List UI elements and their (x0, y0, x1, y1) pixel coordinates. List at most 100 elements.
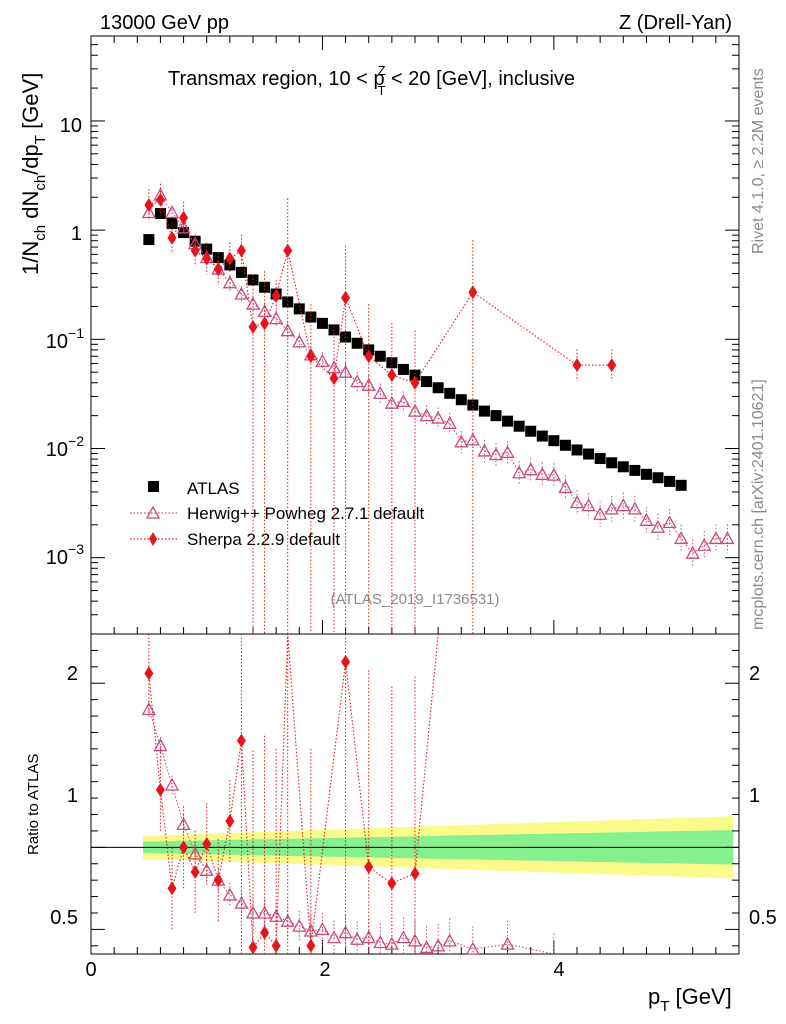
herwig-point (477, 443, 492, 457)
sherpa-ratio-point (260, 925, 270, 940)
atlas-point (374, 350, 386, 362)
atlas-point (143, 234, 155, 246)
sherpa-ratio-point (341, 654, 351, 669)
sherpa-ratio-point (248, 940, 258, 955)
x-tick-2: 2 (319, 959, 330, 981)
herwig-ratio-point (164, 777, 180, 791)
herwig-point (616, 498, 631, 512)
sherpa-ratio-line (148, 633, 439, 949)
herwig-ratio-point (326, 930, 342, 944)
sherpa-point (144, 197, 154, 212)
herwig-point (720, 531, 735, 545)
atlas-point (432, 382, 444, 394)
atlas-point (259, 281, 271, 293)
herwig-ratio-point (431, 938, 446, 952)
herwig-point (465, 432, 480, 446)
atlas-point (502, 415, 514, 427)
herwig-point (292, 334, 307, 348)
herwig-point (639, 512, 654, 526)
ratio-tick-05-left: 0.5 (50, 907, 78, 929)
sherpa-ratio-point (387, 876, 397, 891)
herwig-point (338, 364, 353, 378)
y-tick-0.1-exp: −1 (68, 325, 84, 341)
sherpa-point (607, 358, 617, 373)
atlas-point (316, 317, 328, 329)
herwig-ratio-point (222, 887, 237, 901)
atlas-point (305, 311, 317, 323)
herwig-ratio-point (188, 846, 203, 860)
y-tick-10: 10 (60, 115, 82, 137)
herwig-ratio-point (303, 923, 318, 937)
herwig-point (581, 498, 596, 512)
sherpa-ratio-point (167, 881, 177, 896)
herwig-point (685, 545, 700, 559)
herwig-ratio-point (199, 862, 214, 876)
y-axis-label-ratio: Ratio to ATLAS (25, 754, 42, 855)
plot-title-sup: Z (378, 63, 386, 78)
x-axis-label-sub: T (660, 998, 669, 1015)
atlas-point (154, 208, 166, 220)
ratio-tick-2-right: 2 (749, 663, 760, 685)
x-tick-labels: 0 2 4 (85, 959, 564, 981)
legend-marker-atlas (148, 481, 159, 492)
ratio-plot-frame (90, 633, 740, 955)
sherpa-ratio-point (190, 864, 200, 879)
sherpa-point (387, 368, 397, 383)
herwig-ratio-point (350, 931, 365, 945)
sherpa-point (341, 290, 351, 305)
atlas-point (536, 430, 548, 442)
sherpa-point (190, 243, 200, 258)
atlas-point (617, 461, 629, 473)
herwig-point (234, 286, 249, 300)
herwig-point (315, 353, 330, 367)
atlas-point (490, 410, 502, 422)
herwig-ratio-point (361, 930, 376, 944)
sherpa-ratio-point (225, 814, 235, 829)
herwig-point (164, 205, 180, 219)
sherpa-point (283, 243, 293, 258)
sherpa-point (306, 349, 316, 364)
atlas-point (444, 387, 456, 399)
plot-title: Transmax region, 10 < pZ T < 20 [GeV], in… (168, 63, 575, 98)
herwig-point (350, 374, 365, 388)
plot-title-post: < 20 [GeV], inclusive (386, 68, 576, 90)
sherpa-point (179, 210, 189, 225)
herwig-point (245, 296, 261, 310)
atlas-point (235, 266, 247, 278)
atlas-point (594, 452, 606, 464)
herwig-point (419, 408, 434, 422)
sherpa-point (329, 371, 339, 386)
herwig-point (222, 275, 237, 289)
atlas-point (664, 475, 676, 487)
legend-marker-herwig (145, 505, 161, 519)
y-tick-1: 1 (71, 223, 82, 245)
y-tick-0.01-exp: −2 (68, 433, 84, 449)
x-tick-0: 0 (85, 959, 96, 981)
sherpa-series-line (148, 198, 612, 384)
herwig-point (697, 537, 712, 551)
herwig-point (558, 480, 573, 494)
y-axis-label-main: 1/Nch dNch/dpT [GeV] (18, 73, 49, 275)
herwig-point (500, 445, 515, 459)
atlas-point (606, 457, 618, 469)
sherpa-point (271, 288, 281, 303)
sherpa-point (167, 230, 177, 245)
herwig-point (662, 515, 677, 529)
sherpa-ratio-point (236, 733, 246, 748)
sherpa-point (248, 319, 258, 334)
herwig-point (523, 462, 538, 476)
herwig-ratio-point (396, 930, 411, 944)
atlas-point (293, 303, 305, 315)
analysis-id: (ATLAS_2019_I1736531) (330, 591, 499, 608)
herwig-ratio-point (407, 933, 423, 947)
x-axis-label-main: p (648, 984, 660, 1009)
atlas-point (166, 218, 178, 230)
sherpa-point (155, 192, 165, 207)
herwig-point (176, 220, 191, 234)
ratio-tick-2-left: 2 (67, 663, 78, 685)
herwig-point (396, 394, 411, 408)
header-left: 13000 GeV pp (100, 12, 229, 34)
x-axis-label-unit: [GeV] (669, 984, 731, 1009)
y-tick-0.1: 10 (46, 331, 68, 353)
herwig-ratio-point (419, 940, 434, 954)
